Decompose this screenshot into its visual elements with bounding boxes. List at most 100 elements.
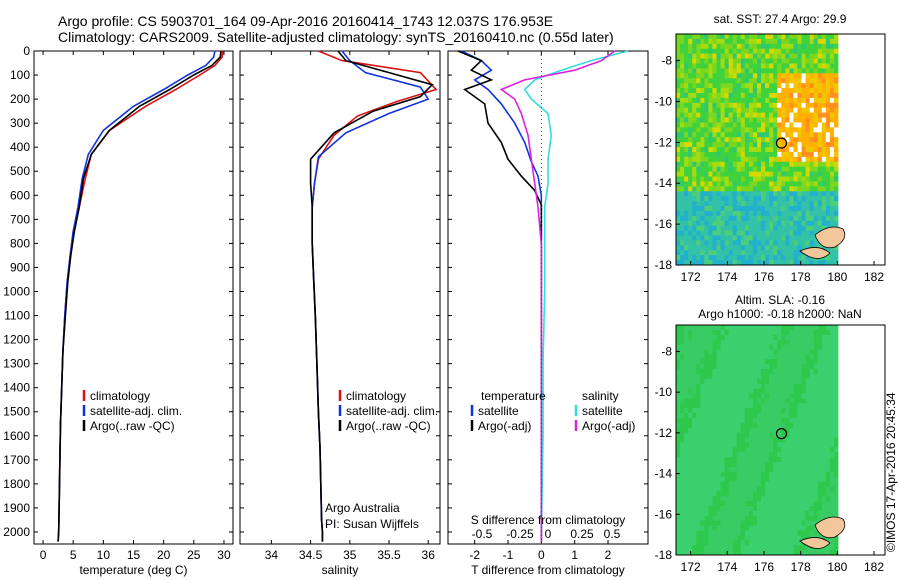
map-cell [809,68,815,74]
map-cell [724,530,730,536]
map-cell [793,408,798,414]
map-cell [724,349,730,355]
map-cell [761,525,766,531]
map-cell [833,166,839,173]
map-cell [708,255,713,261]
map-cell [680,344,685,350]
map-cell [712,68,717,74]
map-cell [829,398,835,404]
map-cell [813,206,819,212]
map-cell [720,388,725,394]
map-cell [696,359,701,365]
map-cell [773,354,778,360]
map-cell [728,171,734,177]
map-cell [761,359,766,365]
map-cell [748,88,754,94]
map-cell [789,215,794,222]
map-cell [789,403,794,409]
map-cell [781,53,786,59]
map-cell [716,171,721,177]
map-cell [793,530,798,536]
map-cell [744,491,750,497]
map-cell [817,53,823,59]
map-cell [793,525,798,531]
map-cell [700,137,705,143]
map-cell [728,378,734,385]
map-cell [708,201,713,207]
map-cell [732,378,738,385]
map-cell [688,230,693,236]
map-cell [825,132,831,138]
map-cell [825,176,831,182]
map-cell [752,255,758,261]
map-cell [769,373,774,380]
map-cell [789,334,794,341]
map-cell [785,53,790,59]
map-cell [688,334,693,341]
map-cell [761,398,766,404]
map-cell [773,506,778,512]
map-cell [793,235,798,241]
map-cell [720,196,725,202]
map-cell [688,515,693,522]
map-cell [744,245,750,251]
map-cell [829,107,835,114]
map-cell [781,550,786,556]
map-cell [708,369,713,375]
map-cell [676,393,681,399]
map-cell [744,364,750,370]
map-cell [692,344,697,350]
map-cell [769,38,774,45]
map-cell [781,457,786,463]
map-cell [793,245,798,251]
map-cell [825,398,831,404]
map-cell [809,398,815,404]
map-cell [821,107,827,114]
map-cell [833,220,839,227]
map-cell [676,491,681,497]
map-cell [696,432,701,438]
map-cell [789,132,794,138]
map-cell [817,339,823,345]
map-cell [785,225,790,231]
map-cell [833,97,839,104]
map-cell [688,344,693,350]
map-cell [793,58,798,64]
map-cell [728,457,734,463]
map-cell [765,359,770,365]
map-cell [789,364,794,370]
map-cell [704,432,709,438]
map-cell [732,137,738,143]
map-cell [752,186,758,192]
map-cell [740,176,746,182]
map-cell [736,142,742,148]
map-cell [833,427,839,434]
map-cell [752,43,758,50]
map-cell [708,481,713,487]
map-cell [712,481,717,487]
map-cell [712,364,717,370]
map-cell [809,156,815,163]
map-cell [789,137,794,143]
map-cell [785,437,790,443]
map-cell [740,73,746,79]
map-cell [765,68,770,74]
map-cell [692,191,697,197]
map-cell [716,525,721,531]
map-cell [700,501,705,507]
map-cell [688,225,693,231]
map-cell [797,245,802,251]
map-cell [740,329,746,336]
map-cell [736,334,742,341]
y-tick-label: 1500 [3,405,30,419]
map-cell [797,210,802,217]
map-cell [696,540,701,546]
map-cell [728,466,734,473]
map-cell [777,260,782,266]
map-cell [740,501,746,507]
map-cell [680,215,685,222]
map-cell [805,88,811,94]
map-cell [817,210,823,217]
map-cell [793,107,798,114]
map-cell [821,432,827,438]
